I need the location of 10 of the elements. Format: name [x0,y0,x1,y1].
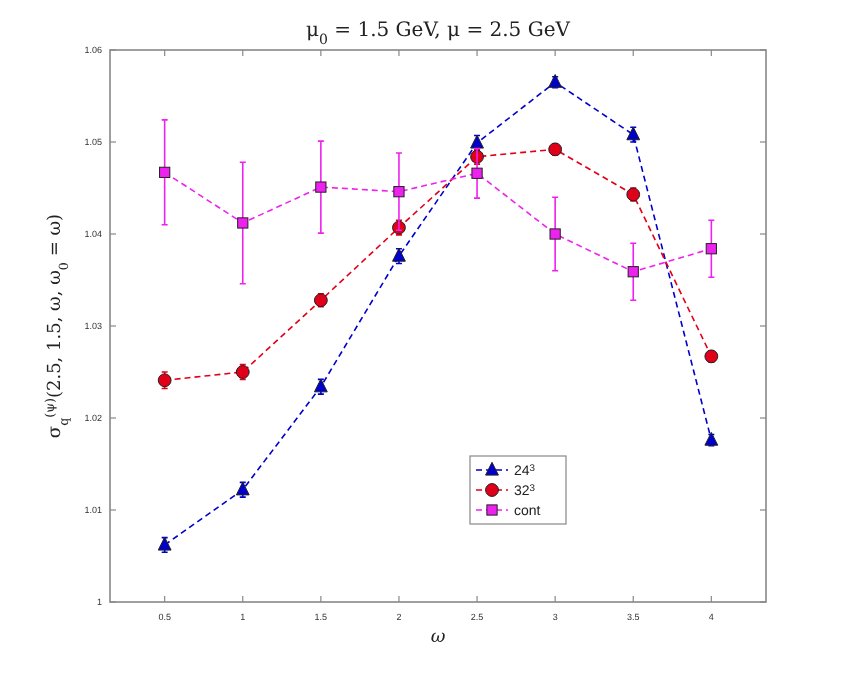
chart-title: μ$_{0}$ = 1.5 GeV, μ = 2.5 GeV [306,20,572,48]
point [549,228,561,240]
point [705,243,717,255]
point [237,217,249,229]
point [159,166,171,178]
point [627,266,639,278]
x-axis-title: ω [430,628,447,648]
point [315,181,327,193]
point [471,167,483,179]
point [393,186,405,198]
